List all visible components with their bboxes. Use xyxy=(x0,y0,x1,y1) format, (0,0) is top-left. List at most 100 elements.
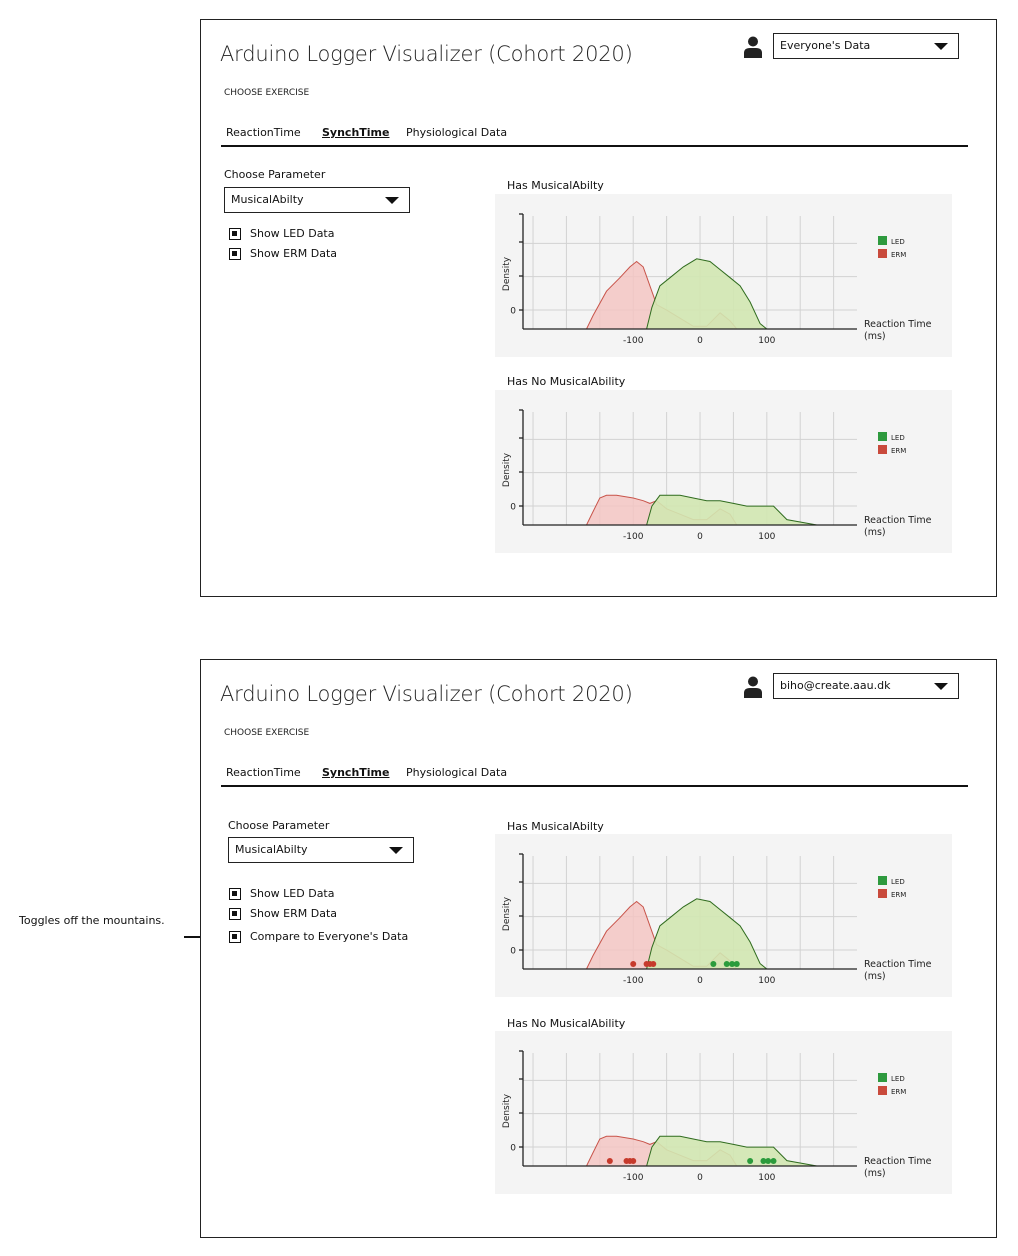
led-density-line xyxy=(523,898,857,970)
density-chart-svg: 0 -100 0 100 Density Reaction Time (ms) LED ERM xyxy=(502,853,932,986)
erm-density-area xyxy=(523,1136,857,1166)
y-axis-label: Density xyxy=(502,256,512,291)
led-data-point xyxy=(723,961,730,967)
chevron-down-icon xyxy=(389,847,403,854)
show-erm-label: Show ERM Data xyxy=(250,907,338,920)
density-chart-svg: 0 -100 0 100 Density Reaction Time (ms) LED ERM xyxy=(502,409,932,542)
y-tick-label: 0 xyxy=(510,1144,516,1154)
chart-title: Has No MusicalAbility xyxy=(507,1017,626,1030)
density-chart: 0 -100 0 100 Density Reaction Time (ms) LED ERM xyxy=(495,1031,952,1194)
user-data-select-value: biho@create.aau.dk xyxy=(780,679,891,692)
app-title: Arduino Logger Visualizer (Cohort 2020) xyxy=(220,682,633,706)
led-data-point xyxy=(770,1158,777,1164)
legend-label-led: LED xyxy=(891,434,905,442)
show-led-label: Show LED Data xyxy=(250,227,335,240)
tab-physiological-data[interactable]: Physiological Data xyxy=(406,126,508,139)
led-data-point xyxy=(760,1158,767,1164)
legend-label-led: LED xyxy=(891,878,905,886)
chart-title: Has MusicalAbilty xyxy=(507,820,604,833)
x-tick-label: 0 xyxy=(697,976,703,986)
x-tick-label: 100 xyxy=(758,336,775,346)
x-tick-label: 0 xyxy=(697,1173,703,1183)
chevron-down-icon xyxy=(934,683,948,690)
user-data-select[interactable]: biho@create.aau.dk xyxy=(773,673,959,699)
x-tick-label: -100 xyxy=(623,532,644,542)
tab-divider xyxy=(221,785,968,787)
parameter-select-value: MusicalAbilty xyxy=(231,193,304,206)
led-data-point xyxy=(747,1158,754,1164)
chart-title: Has MusicalAbilty xyxy=(507,179,604,192)
checkbox-icon[interactable] xyxy=(229,931,241,943)
legend-label-led: LED xyxy=(891,1075,905,1083)
choose-exercise-label: CHOOSE EXERCISE xyxy=(224,728,310,738)
y-axis-label: Density xyxy=(502,1093,512,1128)
y-axis-label: Density xyxy=(502,452,512,487)
led-density-line xyxy=(523,258,857,330)
user-icon xyxy=(744,36,762,58)
tab-divider xyxy=(221,145,968,147)
parameter-select[interactable]: MusicalAbilty xyxy=(224,187,410,213)
x-tick-label: -100 xyxy=(623,336,644,346)
user-icon xyxy=(744,676,762,698)
tab-synchtime[interactable]: SynchTime xyxy=(322,766,390,779)
density-chart-svg: 0 -100 0 100 Density Reaction Time (ms) LED ERM xyxy=(502,213,932,346)
x-tick-label: -100 xyxy=(623,976,644,986)
tab-reactiontime[interactable]: ReactionTime xyxy=(226,766,301,779)
parameter-select[interactable]: MusicalAbilty xyxy=(228,837,414,863)
tab-synchtime[interactable]: SynchTime xyxy=(322,126,390,139)
legend-label-led: LED xyxy=(891,238,905,246)
y-tick-label: 0 xyxy=(510,503,516,513)
x-tick-label: 100 xyxy=(758,532,775,542)
tab-physiological-data[interactable]: Physiological Data xyxy=(406,766,508,779)
legend-swatch-erm xyxy=(878,249,887,258)
erm-data-point xyxy=(606,1158,613,1164)
checkbox-icon[interactable] xyxy=(229,888,241,900)
chevron-down-icon xyxy=(385,197,399,204)
x-axis-label: Reaction Time (ms) xyxy=(864,959,932,982)
x-axis-label: Reaction Time (ms) xyxy=(864,515,932,538)
erm-density-area xyxy=(523,495,857,525)
chevron-down-icon xyxy=(934,43,948,50)
led-density-area xyxy=(523,898,857,969)
density-chart: 0 -100 0 100 Density Reaction Time (ms) LED ERM xyxy=(495,194,952,357)
erm-data-point xyxy=(650,961,657,967)
led-data-point xyxy=(729,961,736,967)
choose-parameter-label: Choose Parameter xyxy=(224,168,326,181)
legend-swatch-erm xyxy=(878,889,887,898)
choose-parameter-label: Choose Parameter xyxy=(228,819,330,832)
show-led-label: Show LED Data xyxy=(250,887,335,900)
x-tick-label: 0 xyxy=(697,532,703,542)
led-density-line xyxy=(523,494,857,526)
legend-swatch-led xyxy=(878,432,887,441)
led-density-area xyxy=(523,495,857,525)
app-window-user: Arduino Logger Visualizer (Cohort 2020) … xyxy=(200,659,997,1238)
compare-everyone-label: Compare to Everyone's Data xyxy=(250,930,409,943)
app-title: Arduino Logger Visualizer (Cohort 2020) xyxy=(220,42,633,66)
choose-exercise-label: CHOOSE EXERCISE xyxy=(224,88,310,98)
legend-label-erm: ERM xyxy=(891,1088,906,1096)
parameter-select-value: MusicalAbilty xyxy=(235,843,308,856)
legend-swatch-led xyxy=(878,1073,887,1082)
x-tick-label: 100 xyxy=(758,976,775,986)
led-data-point xyxy=(710,961,717,967)
checkbox-icon[interactable] xyxy=(229,248,241,260)
checkbox-icon[interactable] xyxy=(229,228,241,240)
led-data-point xyxy=(765,1158,772,1164)
legend-swatch-erm xyxy=(878,1086,887,1095)
app-window-everyone: Arduino Logger Visualizer (Cohort 2020) … xyxy=(200,19,997,597)
y-tick-label: 0 xyxy=(510,947,516,957)
annotation-note: Toggles off the mountains. xyxy=(19,914,165,927)
checkbox-icon[interactable] xyxy=(229,908,241,920)
tab-reactiontime[interactable]: ReactionTime xyxy=(226,126,301,139)
density-chart: 0 -100 0 100 Density Reaction Time (ms) LED ERM xyxy=(495,390,952,553)
x-axis-label: Reaction Time (ms) xyxy=(864,319,932,342)
x-axis-label: Reaction Time (ms) xyxy=(864,1156,932,1179)
user-data-select[interactable]: Everyone's Data xyxy=(773,33,959,59)
led-data-point xyxy=(733,961,740,967)
erm-density-area xyxy=(523,901,857,969)
erm-density-area xyxy=(523,261,857,329)
x-tick-label: 0 xyxy=(697,336,703,346)
led-density-area xyxy=(523,1136,857,1166)
density-chart: 0 -100 0 100 Density Reaction Time (ms) LED ERM xyxy=(495,834,952,997)
legend-label-erm: ERM xyxy=(891,891,906,899)
